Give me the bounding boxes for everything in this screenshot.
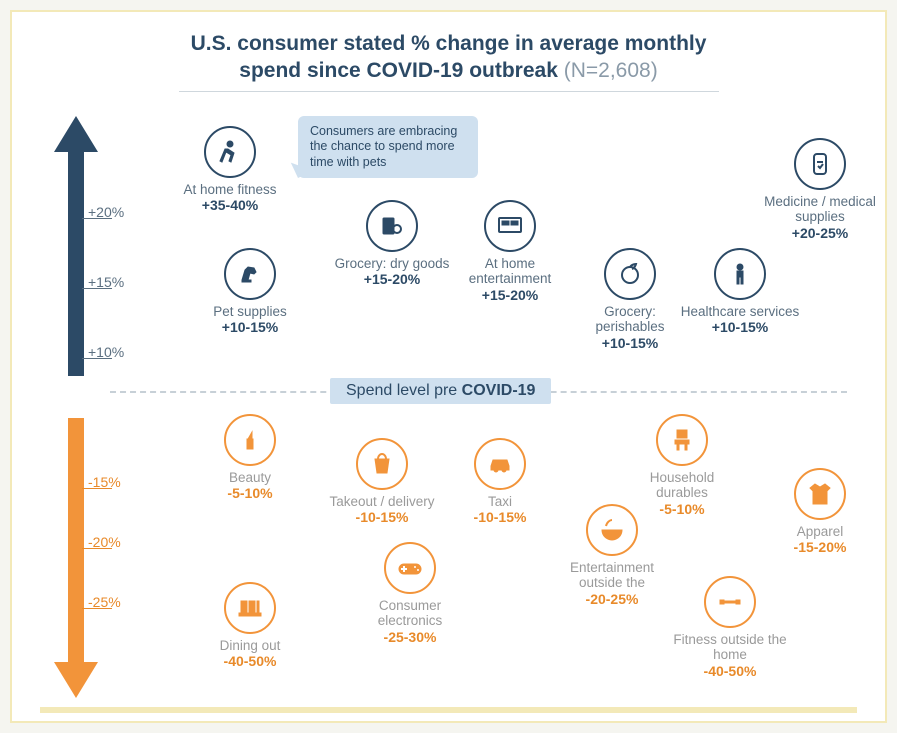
category-value: -25-30%	[350, 629, 470, 645]
baseline-label: Spend level pre COVID-19	[330, 378, 551, 404]
category-value: -20-25%	[552, 591, 672, 607]
title-line1: U.S. consumer stated % change in average…	[40, 30, 857, 85]
category-value: +10-15%	[570, 335, 690, 351]
category-grocery-dry: Grocery: dry goods+15-20%	[332, 200, 452, 288]
axis-down-20: -20%	[88, 534, 148, 550]
category-entertainment-outside: Entertainment outside the-20-25%	[552, 504, 672, 607]
category-grocery-perishables: Grocery: perishables+10-15%	[570, 248, 690, 351]
bag-icon	[356, 438, 408, 490]
category-at-home-fitness: At home fitness+35-40%	[170, 126, 290, 214]
bottom-accent-bar	[40, 707, 857, 713]
dining-icon	[224, 582, 276, 634]
category-label: Grocery: dry goods	[332, 256, 452, 272]
title-underline	[179, 91, 719, 92]
fitness-icon	[204, 126, 256, 178]
bowl-icon	[586, 504, 638, 556]
arrow-down-icon	[54, 418, 98, 698]
dry-icon	[366, 200, 418, 252]
category-beauty: Beauty-5-10%	[190, 414, 310, 502]
category-label: Entertainment outside the	[552, 560, 672, 591]
peach-icon	[604, 248, 656, 300]
baseline-pre: Spend level pre	[346, 382, 462, 399]
category-label: Takeout / delivery	[322, 494, 442, 510]
category-dining-out: Dining out-40-50%	[190, 582, 310, 670]
category-value: -40-50%	[670, 663, 790, 679]
arrow-up-icon	[54, 116, 98, 376]
title-text-1: U.S. consumer stated % change in average…	[191, 32, 707, 55]
category-value: +15-20%	[450, 287, 570, 303]
title-block: U.S. consumer stated % change in average…	[40, 30, 857, 92]
category-label: Household durables	[622, 470, 742, 501]
category-label: Consumer electronics	[350, 598, 470, 629]
tv-icon	[484, 200, 536, 252]
chair-icon	[656, 414, 708, 466]
axis-up-10: +10%	[88, 344, 148, 360]
category-value: -40-50%	[190, 653, 310, 669]
category-label: Fitness outside the home	[670, 632, 790, 663]
infographic-frame: U.S. consumer stated % change in average…	[10, 10, 887, 723]
pets-callout: Consumers are embracing the chance to sp…	[298, 116, 478, 179]
category-value: +35-40%	[170, 197, 290, 213]
axis-down-25: -25%	[88, 594, 148, 610]
gamepad-icon	[384, 542, 436, 594]
category-label: Beauty	[190, 470, 310, 486]
category-at-home-entertainment: At home entertainment+15-20%	[450, 200, 570, 303]
lipstick-icon	[224, 414, 276, 466]
car-icon	[474, 438, 526, 490]
pill-icon	[794, 138, 846, 190]
category-value: +10-15%	[680, 319, 800, 335]
category-value: +10-15%	[190, 319, 310, 335]
category-label: Pet supplies	[190, 304, 310, 320]
dumbbell-icon	[704, 576, 756, 628]
category-pet-supplies: Pet supplies+10-15%	[190, 248, 310, 336]
category-value: -5-10%	[190, 485, 310, 501]
category-value: +20-25%	[760, 225, 880, 241]
category-takeout: Takeout / delivery-10-15%	[322, 438, 442, 526]
category-fitness-outside: Fitness outside the home-40-50%	[670, 576, 790, 679]
axis-up-15: +15%	[88, 274, 148, 290]
category-healthcare-services: Healthcare services+10-15%	[680, 248, 800, 336]
category-taxi: Taxi-10-15%	[440, 438, 560, 526]
category-value: -15-20%	[760, 539, 880, 555]
category-label: Grocery: perishables	[570, 304, 690, 335]
axis-up-20: +20%	[88, 204, 148, 220]
category-label: At home fitness	[170, 182, 290, 198]
chart-area: +20% +15% +10% Spend level pre COVID-19 …	[40, 98, 857, 698]
title-text-2: spend since COVID-19 outbreak	[239, 59, 558, 82]
dog-icon	[224, 248, 276, 300]
category-value: -10-15%	[322, 509, 442, 525]
baseline-bold: COVID-19	[462, 382, 536, 399]
category-label: Apparel	[760, 524, 880, 540]
callout-text: Consumers are embracing the chance to sp…	[310, 124, 457, 169]
category-label: Taxi	[440, 494, 560, 510]
category-label: Healthcare services	[680, 304, 800, 320]
category-consumer-electronics: Consumer electronics-25-30%	[350, 542, 470, 645]
category-value: +15-20%	[332, 271, 452, 287]
category-label: Dining out	[190, 638, 310, 654]
person-icon	[714, 248, 766, 300]
shirt-icon	[794, 468, 846, 520]
category-value: -10-15%	[440, 509, 560, 525]
category-medicine: Medicine / medical supplies+20-25%	[760, 138, 880, 241]
axis-down-15: -15%	[88, 474, 148, 490]
category-household-durables: Household durables-5-10%	[622, 414, 742, 517]
category-label: At home entertainment	[450, 256, 570, 287]
category-label: Medicine / medical supplies	[760, 194, 880, 225]
category-apparel: Apparel-15-20%	[760, 468, 880, 556]
title-sample: (N=2,608)	[564, 59, 658, 82]
